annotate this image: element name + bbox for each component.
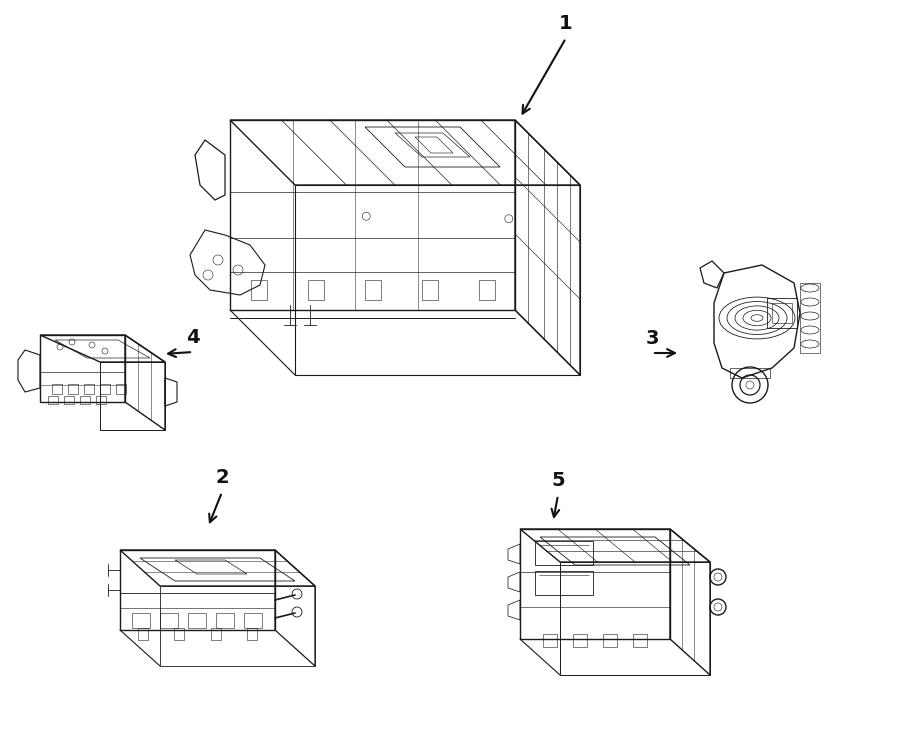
Text: 1: 1 <box>559 14 572 33</box>
Text: 3: 3 <box>645 329 659 348</box>
Text: 5: 5 <box>551 471 565 490</box>
Text: 4: 4 <box>186 328 200 347</box>
Text: 2: 2 <box>215 468 229 487</box>
